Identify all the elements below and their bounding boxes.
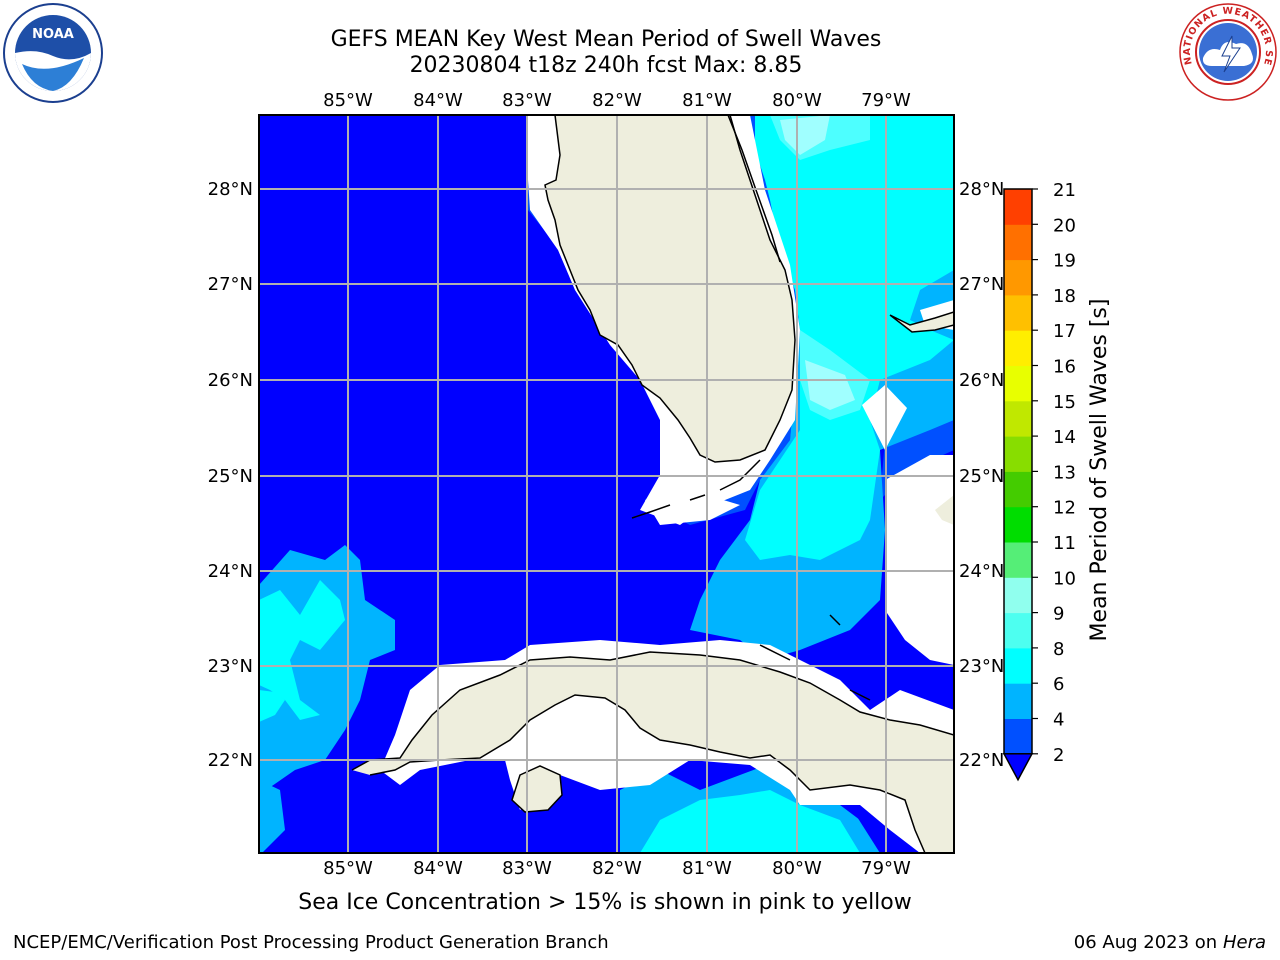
lat-label-left: 24°N [208, 561, 253, 582]
lat-label-right: 22°N [959, 750, 1004, 771]
colorbar-segment [1004, 542, 1032, 578]
lon-label-top: 85°W [323, 90, 373, 111]
field-band-6-8-west [259, 580, 345, 720]
colorbar-segment [1004, 471, 1032, 508]
lat-label-left: 28°N [208, 179, 253, 200]
land-cuba [352, 652, 954, 853]
colorbar-segment [1004, 400, 1032, 437]
footer-date-text: 06 Aug 2023 on [1073, 932, 1218, 953]
noaa-logo: NOAA [3, 3, 103, 103]
colorbar-tick-label: 12 [1053, 498, 1076, 519]
colorbar-segment [1004, 365, 1032, 402]
lon-label-bottom: 80°W [772, 858, 822, 879]
lon-label-bottom: 81°W [682, 858, 732, 879]
field-band-9-10-mid [805, 360, 855, 410]
colorbar-tick-label: 17 [1053, 321, 1076, 342]
masked-keys [645, 490, 740, 525]
colorbar-tick-label: 10 [1053, 568, 1076, 589]
sea-ice-note: Sea Ice Concentration > 15% is shown in … [298, 890, 912, 915]
lat-label-right: 26°N [959, 370, 1004, 391]
land-florida [545, 115, 795, 462]
colorbar-segment [1004, 436, 1032, 472]
coastlines [351, 115, 954, 853]
map-field [259, 115, 954, 853]
colorbar-tick-label: 6 [1053, 674, 1064, 695]
colorbar-tick-label: 18 [1053, 286, 1076, 307]
colorbar-segment [1004, 330, 1032, 366]
land-isla-juventud [512, 766, 562, 812]
footer-organization: NCEP/EMC/Verification Post Processing Pr… [13, 932, 609, 953]
colorbar-segment [1004, 506, 1032, 543]
colorbar-tick-label: 14 [1053, 427, 1076, 448]
field-band-4-6-southwest [259, 780, 285, 853]
lat-label-right: 25°N [959, 466, 1004, 487]
lat-label-left: 26°N [208, 370, 253, 391]
colorbar-tick-label: 8 [1053, 639, 1064, 660]
map-frame [258, 114, 955, 854]
lat-label-left: 27°N [208, 274, 253, 295]
colorbar-tick-label: 2 [1053, 745, 1064, 766]
lon-label-bottom: 82°W [592, 858, 642, 879]
lon-label-top: 79°W [861, 90, 911, 111]
colorbar-tick-label: 9 [1053, 604, 1064, 625]
colorbar: 2 4 6 8 9 10 11 12 13 14 15 16 17 18 19 20 21 [1002, 180, 1076, 782]
colorbar-tick-label: 20 [1053, 215, 1076, 236]
field-band-9-10-north [780, 115, 830, 155]
lat-label-left: 22°N [208, 750, 253, 771]
masked-bahamas [862, 385, 907, 450]
colorbar-tick-label: 15 [1053, 392, 1076, 413]
colorbar-tick-label: 21 [1053, 180, 1076, 201]
footer-date: 06 Aug 2023 on Hera [1074, 932, 1266, 953]
lat-label-right: 28°N [959, 179, 1004, 200]
footer-host: Hera [1222, 932, 1266, 953]
lon-label-bottom: 79°W [861, 858, 911, 879]
colorbar-segment [1004, 683, 1032, 719]
colorbar-segment [1004, 259, 1032, 296]
lat-label-right: 23°N [959, 656, 1004, 677]
colorbar-label: Mean Period of Swell Waves [s] [1087, 299, 1112, 642]
lon-label-bottom: 85°W [323, 858, 373, 879]
lat-label-right: 24°N [959, 561, 1004, 582]
lon-label-top: 81°W [682, 90, 732, 111]
lon-label-top: 83°W [502, 90, 552, 111]
colorbar-tick-label: 16 [1053, 357, 1076, 378]
colorbar-segment [1004, 612, 1032, 649]
colorbar-segment [1004, 189, 1032, 225]
colorbar-tick-label: 4 [1053, 710, 1064, 731]
colorbar-tick-label: 13 [1053, 462, 1076, 483]
colorbar-segment [1004, 647, 1032, 684]
colorbar-segment [1004, 577, 1032, 614]
lon-label-top: 82°W [592, 90, 642, 111]
gridlines [259, 115, 954, 853]
lon-label-top: 80°W [772, 90, 822, 111]
noaa-logo-text: NOAA [32, 27, 74, 42]
lat-label-right: 27°N [959, 274, 1004, 295]
lat-label-left: 23°N [208, 656, 253, 677]
chart-title: GEFS MEAN Key West Mean Period of Swell … [330, 27, 882, 52]
lon-label-top: 84°W [413, 90, 463, 111]
nws-logo: NATIONAL WEATHER SERVICE [1178, 2, 1277, 101]
lat-label-left: 25°N [208, 466, 253, 487]
masked-bahamas-south [885, 455, 954, 665]
colorbar-segment [1004, 294, 1032, 331]
colorbar-segment [1004, 718, 1032, 755]
lon-label-bottom: 84°W [413, 858, 463, 879]
colorbar-segment [1004, 224, 1032, 261]
field-band-below-2-strip-east [840, 790, 910, 853]
colorbar-tick-label: 11 [1053, 533, 1076, 554]
field-band-6-8-west-b [259, 690, 285, 722]
axis-labels: 85°W 84°W 83°W 82°W 81°W 80°W 79°W 85°W … [208, 90, 1005, 879]
field-band-6-8-south [640, 790, 860, 853]
colorbar-tick-label: 19 [1053, 251, 1076, 272]
colorbar-extend-arrow [1002, 753, 1034, 782]
lon-label-bottom: 83°W [502, 858, 552, 879]
chart-subtitle: 20230804 t18z 240h fcst Max: 8.85 [409, 53, 803, 78]
land-bahamas-andros [935, 495, 954, 525]
